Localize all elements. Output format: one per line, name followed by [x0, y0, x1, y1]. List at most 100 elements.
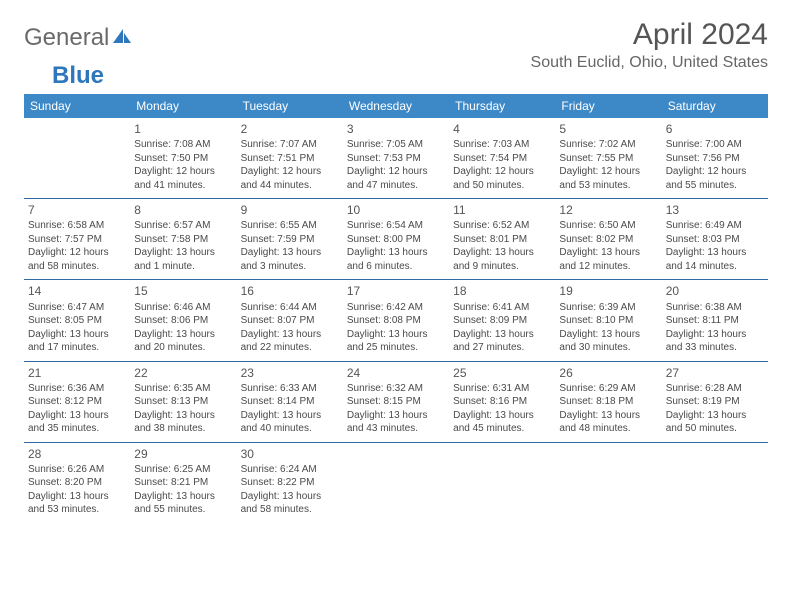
day-detail: Daylight: 13 hours [134, 246, 232, 260]
day-detail: and 48 minutes. [559, 422, 657, 436]
calendar-header-row: SundayMondayTuesdayWednesdayThursdayFrid… [24, 94, 768, 118]
day-detail: Daylight: 13 hours [559, 328, 657, 342]
day-detail: Sunrise: 6:46 AM [134, 301, 232, 315]
day-detail: Sunrise: 7:07 AM [241, 138, 339, 152]
day-cell: 30Sunrise: 6:24 AMSunset: 8:22 PMDayligh… [237, 443, 343, 523]
day-detail: Daylight: 13 hours [559, 409, 657, 423]
day-detail: Daylight: 13 hours [28, 490, 126, 504]
day-number: 20 [666, 283, 764, 299]
logo: General [24, 24, 133, 52]
day-detail: Sunrise: 6:49 AM [666, 219, 764, 233]
day-detail: Daylight: 13 hours [28, 328, 126, 342]
logo-text-1: General [24, 24, 109, 52]
day-number: 26 [559, 365, 657, 381]
day-detail: and 58 minutes. [28, 260, 126, 274]
day-detail: Sunset: 8:09 PM [453, 314, 551, 328]
day-detail: Sunrise: 6:52 AM [453, 219, 551, 233]
day-detail: Daylight: 12 hours [28, 246, 126, 260]
day-number: 5 [559, 121, 657, 137]
day-detail: and 47 minutes. [347, 179, 445, 193]
day-detail: Sunset: 7:53 PM [347, 152, 445, 166]
day-detail: and 6 minutes. [347, 260, 445, 274]
day-detail: Sunset: 8:07 PM [241, 314, 339, 328]
day-detail: Sunrise: 6:58 AM [28, 219, 126, 233]
day-detail: Sunrise: 7:00 AM [666, 138, 764, 152]
calendar-row: 21Sunrise: 6:36 AMSunset: 8:12 PMDayligh… [24, 362, 768, 443]
day-detail: and 40 minutes. [241, 422, 339, 436]
day-number: 2 [241, 121, 339, 137]
day-header: Sunday [24, 94, 130, 118]
day-detail: and 30 minutes. [559, 341, 657, 355]
day-detail: and 50 minutes. [666, 422, 764, 436]
day-cell: 29Sunrise: 6:25 AMSunset: 8:21 PMDayligh… [130, 443, 236, 523]
day-detail: Sunset: 8:12 PM [28, 395, 126, 409]
day-detail: and 33 minutes. [666, 341, 764, 355]
day-detail: Sunrise: 6:47 AM [28, 301, 126, 315]
day-cell: 17Sunrise: 6:42 AMSunset: 8:08 PMDayligh… [343, 280, 449, 360]
day-number: 24 [347, 365, 445, 381]
day-detail: and 44 minutes. [241, 179, 339, 193]
day-number: 3 [347, 121, 445, 137]
day-cell: 1Sunrise: 7:08 AMSunset: 7:50 PMDaylight… [130, 118, 236, 198]
day-number: 4 [453, 121, 551, 137]
day-detail: Sunset: 8:15 PM [347, 395, 445, 409]
day-detail: Sunset: 7:56 PM [666, 152, 764, 166]
day-detail: Daylight: 13 hours [134, 328, 232, 342]
empty-cell [24, 118, 130, 198]
day-detail: Sunset: 7:54 PM [453, 152, 551, 166]
day-detail: Sunset: 8:13 PM [134, 395, 232, 409]
day-detail: Sunset: 8:02 PM [559, 233, 657, 247]
day-cell: 25Sunrise: 6:31 AMSunset: 8:16 PMDayligh… [449, 362, 555, 442]
day-detail: Sunrise: 6:35 AM [134, 382, 232, 396]
day-number: 15 [134, 283, 232, 299]
day-detail: Sunrise: 7:02 AM [559, 138, 657, 152]
day-detail: and 27 minutes. [453, 341, 551, 355]
day-detail: Sunrise: 6:33 AM [241, 382, 339, 396]
day-cell: 20Sunrise: 6:38 AMSunset: 8:11 PMDayligh… [662, 280, 768, 360]
day-detail: Daylight: 13 hours [241, 246, 339, 260]
day-detail: and 55 minutes. [666, 179, 764, 193]
day-cell: 5Sunrise: 7:02 AMSunset: 7:55 PMDaylight… [555, 118, 661, 198]
empty-cell [555, 443, 661, 523]
empty-cell [343, 443, 449, 523]
day-cell: 4Sunrise: 7:03 AMSunset: 7:54 PMDaylight… [449, 118, 555, 198]
day-detail: Sunrise: 6:24 AM [241, 463, 339, 477]
day-detail: and 38 minutes. [134, 422, 232, 436]
day-cell: 12Sunrise: 6:50 AMSunset: 8:02 PMDayligh… [555, 199, 661, 279]
day-detail: Sunset: 7:55 PM [559, 152, 657, 166]
day-cell: 6Sunrise: 7:00 AMSunset: 7:56 PMDaylight… [662, 118, 768, 198]
day-detail: Sunset: 7:58 PM [134, 233, 232, 247]
day-detail: Sunrise: 6:38 AM [666, 301, 764, 315]
day-detail: and 53 minutes. [559, 179, 657, 193]
day-cell: 23Sunrise: 6:33 AMSunset: 8:14 PMDayligh… [237, 362, 343, 442]
day-detail: Sunset: 8:10 PM [559, 314, 657, 328]
day-detail: Daylight: 12 hours [666, 165, 764, 179]
day-number: 6 [666, 121, 764, 137]
day-cell: 3Sunrise: 7:05 AMSunset: 7:53 PMDaylight… [343, 118, 449, 198]
day-detail: Daylight: 13 hours [347, 328, 445, 342]
day-detail: and 43 minutes. [347, 422, 445, 436]
day-detail: Sunrise: 6:26 AM [28, 463, 126, 477]
calendar-row: 7Sunrise: 6:58 AMSunset: 7:57 PMDaylight… [24, 199, 768, 280]
day-detail: Daylight: 13 hours [241, 490, 339, 504]
day-number: 25 [453, 365, 551, 381]
day-number: 8 [134, 202, 232, 218]
day-number: 30 [241, 446, 339, 462]
day-number: 7 [28, 202, 126, 218]
day-cell: 27Sunrise: 6:28 AMSunset: 8:19 PMDayligh… [662, 362, 768, 442]
day-cell: 2Sunrise: 7:07 AMSunset: 7:51 PMDaylight… [237, 118, 343, 198]
calendar-body: 1Sunrise: 7:08 AMSunset: 7:50 PMDaylight… [24, 118, 768, 523]
day-number: 11 [453, 202, 551, 218]
day-cell: 8Sunrise: 6:57 AMSunset: 7:58 PMDaylight… [130, 199, 236, 279]
day-detail: Daylight: 13 hours [453, 409, 551, 423]
day-header: Saturday [662, 94, 768, 118]
day-detail: and 45 minutes. [453, 422, 551, 436]
day-detail: Daylight: 12 hours [453, 165, 551, 179]
day-number: 12 [559, 202, 657, 218]
day-detail: and 58 minutes. [241, 503, 339, 517]
day-detail: Daylight: 12 hours [241, 165, 339, 179]
day-detail: and 50 minutes. [453, 179, 551, 193]
day-detail: Sunset: 7:51 PM [241, 152, 339, 166]
day-detail: Sunrise: 6:39 AM [559, 301, 657, 315]
day-detail: Sunset: 8:16 PM [453, 395, 551, 409]
